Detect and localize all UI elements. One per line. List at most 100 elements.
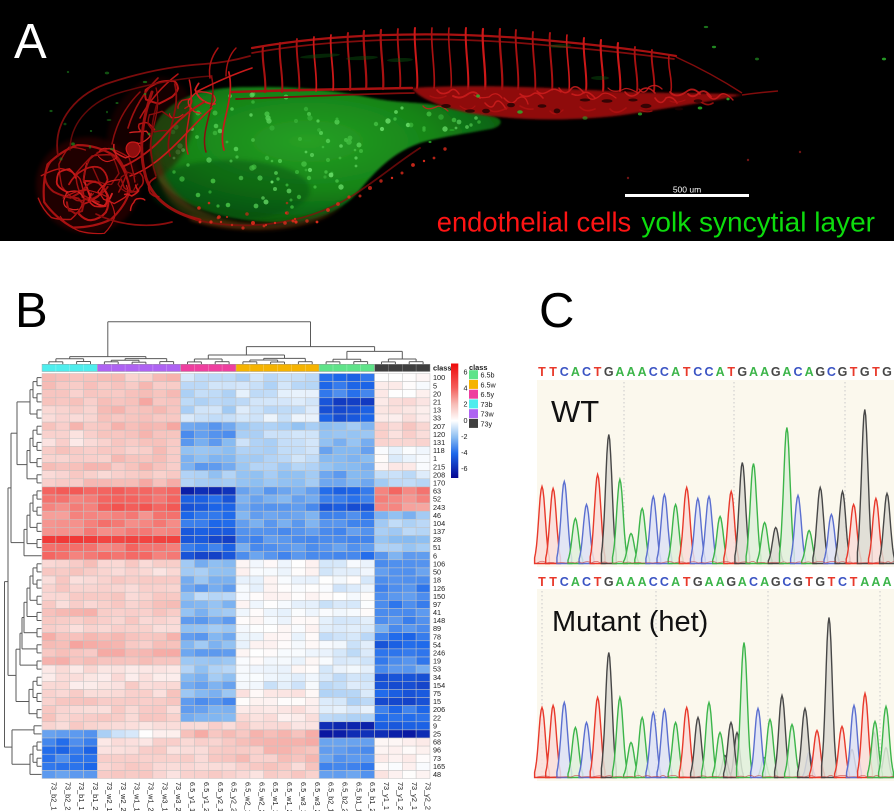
svg-text:A: A [749, 365, 758, 379]
svg-text:T: T [828, 575, 836, 589]
svg-text:73_y2_2: 73_y2_2 [424, 782, 433, 810]
svg-text:73_w3_2: 73_w3_2 [174, 782, 183, 811]
svg-text:0: 0 [464, 416, 468, 425]
svg-text:50: 50 [433, 568, 441, 577]
svg-text:A: A [704, 575, 713, 589]
svg-text:73_y1_2: 73_y1_2 [396, 782, 405, 810]
svg-text:T: T [872, 365, 880, 379]
svg-text:6.5_y1_1: 6.5_y1_1 [188, 782, 197, 811]
svg-text:C: C [827, 365, 836, 379]
svg-text:-6: -6 [461, 464, 467, 473]
svg-text:96: 96 [433, 746, 441, 755]
svg-text:G: G [860, 365, 870, 379]
svg-text:A: A [716, 365, 725, 379]
svg-text:206: 206 [433, 705, 445, 714]
svg-text:Mutant (het): Mutant (het) [552, 606, 708, 638]
svg-text:T: T [549, 365, 557, 379]
svg-text:2: 2 [464, 400, 468, 409]
svg-text:class: class [469, 363, 488, 372]
svg-text:243: 243 [433, 503, 445, 512]
svg-text:T: T [850, 365, 858, 379]
svg-text:6: 6 [433, 551, 437, 560]
svg-text:246: 246 [433, 649, 445, 658]
svg-text:100: 100 [433, 373, 445, 382]
svg-text:165: 165 [433, 762, 445, 771]
svg-text:yolk syncytial layer: yolk syncytial layer [641, 207, 875, 238]
svg-text:6.5_w2_1: 6.5_w2_1 [244, 782, 253, 811]
svg-text:6.5_b1_2: 6.5_b1_2 [368, 782, 377, 811]
svg-text:6.5_w3_2: 6.5_w3_2 [313, 782, 322, 811]
svg-text:T: T [538, 575, 546, 589]
svg-text:5: 5 [433, 381, 437, 390]
svg-text:73_w1_2: 73_w1_2 [147, 782, 156, 811]
svg-text:G: G [604, 575, 614, 589]
svg-text:G: G [737, 365, 747, 379]
svg-text:73w: 73w [481, 410, 495, 419]
svg-text:A: A [571, 365, 580, 379]
svg-text:endothelial cells: endothelial cells [437, 207, 631, 238]
svg-text:C: C [660, 365, 669, 379]
svg-text:WT: WT [551, 394, 599, 429]
svg-text:G: G [793, 575, 803, 589]
svg-text:73_b1_1: 73_b1_1 [77, 782, 86, 810]
svg-text:6.5_y1_2: 6.5_y1_2 [202, 782, 211, 811]
svg-text:A: A [626, 365, 635, 379]
svg-text:52: 52 [433, 495, 441, 504]
svg-text:T: T [683, 575, 691, 589]
svg-text:73_y2_1: 73_y2_1 [410, 782, 419, 810]
svg-text:25: 25 [433, 730, 441, 739]
svg-text:-4: -4 [461, 448, 467, 457]
svg-text:6.5y: 6.5y [481, 390, 495, 399]
svg-text:T: T [727, 365, 735, 379]
svg-text:C: C [693, 365, 702, 379]
svg-text:A: A [638, 575, 647, 589]
svg-text:131: 131 [433, 438, 445, 447]
svg-text:73_w3_1: 73_w3_1 [160, 782, 169, 811]
svg-text:C: C [749, 575, 758, 589]
svg-text:A: A [671, 575, 680, 589]
svg-text:A: A [615, 575, 624, 589]
svg-text:G: G [882, 365, 892, 379]
svg-text:97: 97 [433, 600, 441, 609]
svg-text:73_w1_1: 73_w1_1 [133, 782, 142, 811]
svg-text:A: A [716, 575, 725, 589]
svg-text:20: 20 [433, 389, 441, 398]
svg-text:73_y1_1: 73_y1_1 [382, 782, 391, 810]
svg-text:207: 207 [433, 422, 445, 431]
svg-text:A: A [671, 365, 680, 379]
svg-text:68: 68 [433, 738, 441, 747]
svg-text:73_b1_2: 73_b1_2 [91, 782, 100, 810]
svg-text:T: T [538, 365, 546, 379]
svg-text:137: 137 [433, 527, 445, 536]
svg-text:T: T [683, 365, 691, 379]
svg-text:118: 118 [433, 446, 445, 455]
svg-text:1: 1 [433, 454, 437, 463]
svg-text:34: 34 [433, 673, 441, 682]
svg-text:6.5_w3_1: 6.5_w3_1 [299, 782, 308, 811]
svg-text:G: G [726, 575, 736, 589]
svg-text:A: A [760, 575, 769, 589]
svg-text:6.5_w1_1: 6.5_w1_1 [271, 782, 280, 811]
svg-text:154: 154 [433, 681, 445, 690]
svg-text:G: G [815, 365, 825, 379]
svg-text:73_b2_2: 73_b2_2 [63, 782, 72, 810]
svg-text:C: C [539, 284, 574, 338]
svg-text:A: A [571, 575, 580, 589]
svg-text:46: 46 [433, 511, 441, 520]
svg-text:73y: 73y [481, 419, 493, 428]
svg-text:6.5_y2_2: 6.5_y2_2 [230, 782, 239, 811]
svg-text:75: 75 [433, 689, 441, 698]
svg-text:T: T [549, 575, 557, 589]
svg-text:150: 150 [433, 592, 445, 601]
svg-text:9: 9 [433, 721, 437, 730]
svg-text:73: 73 [433, 754, 441, 763]
svg-text:48: 48 [433, 770, 441, 779]
svg-text:A: A [738, 575, 747, 589]
svg-text:104: 104 [433, 519, 445, 528]
svg-text:21: 21 [433, 398, 441, 407]
svg-text:15: 15 [433, 697, 441, 706]
svg-text:6.5_w1_2: 6.5_w1_2 [285, 782, 294, 811]
svg-text:A: A [14, 15, 47, 69]
svg-text:19: 19 [433, 657, 441, 666]
svg-text:C: C [704, 365, 713, 379]
